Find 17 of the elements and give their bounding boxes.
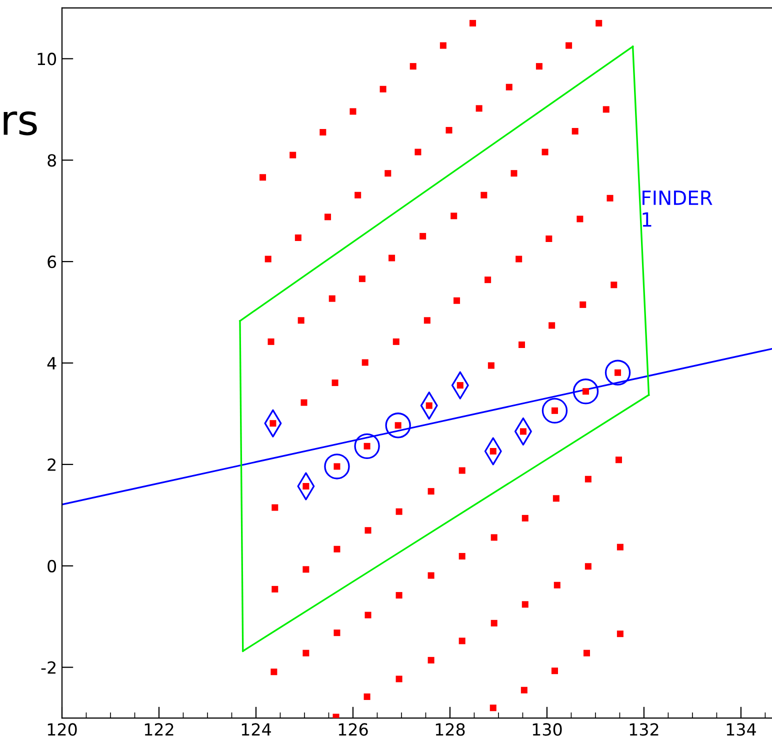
x-tick-label: 124 <box>242 723 271 736</box>
y-tick-label: 0 <box>48 560 56 572</box>
x-tick-label: 126 <box>338 723 368 736</box>
y-tick-label: 2 <box>48 458 56 471</box>
y-tick-label: 4 <box>47 357 56 370</box>
y-tick-label: 6 <box>48 256 56 268</box>
x-tick-label: 134 <box>726 723 756 736</box>
y-tick-label: 8 <box>48 154 56 167</box>
text: rs <box>4 111 37 136</box>
annotation: FINDER 1 <box>642 190 712 227</box>
x-tick-label: 128 <box>436 723 465 736</box>
x-tick-label: 130 <box>532 723 562 736</box>
x-tick-label: 122 <box>144 723 174 736</box>
y-tick-label: -2 <box>41 661 56 674</box>
y-tick-label: 10 <box>38 52 56 66</box>
x-tick-label: 132 <box>630 723 658 736</box>
x-tick-label: 120 <box>48 723 77 736</box>
